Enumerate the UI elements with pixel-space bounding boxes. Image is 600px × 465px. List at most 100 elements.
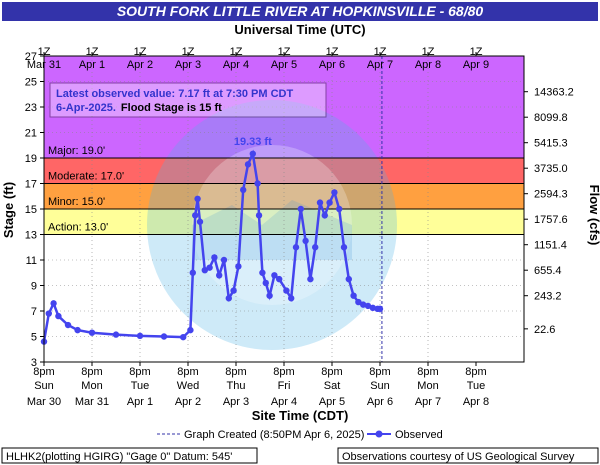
flood-band-labels: Major: 19.0' Moderate: 17.0' Minor: 15.0' A… bbox=[44, 145, 524, 235]
top-tick-zulu: 1Z bbox=[374, 46, 387, 58]
band-label-action: Action: 13.0' bbox=[48, 222, 108, 234]
top-tick-date: Apr 7 bbox=[367, 59, 393, 71]
latest-date: 6-Apr-2025. bbox=[56, 102, 116, 114]
latest-box-frame bbox=[49, 82, 327, 118]
flow-tick-label: 22.6 bbox=[534, 324, 555, 336]
chart-title: SOUTH FORK LITTLE RIVER AT HOPKINSVILLE … bbox=[117, 3, 484, 19]
legend-observed-swatch-dot bbox=[375, 430, 383, 438]
band-action bbox=[44, 209, 524, 235]
observed-point bbox=[297, 205, 304, 213]
x-tick-date: Apr 1 bbox=[127, 396, 153, 408]
observed-point bbox=[350, 292, 357, 299]
y-tick-label: 23 bbox=[25, 102, 37, 114]
x-tick-date: Apr 5 bbox=[319, 396, 345, 408]
x-tick-weekday: Sun bbox=[370, 380, 390, 392]
top-tick-date: Apr 2 bbox=[127, 59, 153, 71]
observed-point bbox=[336, 205, 343, 213]
observed-point bbox=[316, 199, 324, 206]
observed-point bbox=[50, 300, 57, 307]
observed-point bbox=[160, 333, 168, 340]
x-tick-time: 8pm bbox=[321, 366, 342, 378]
left-axis-ticks: 3 5 7 9 11 13 15 17 19 21 23 25 27 bbox=[25, 51, 44, 369]
observed-point bbox=[206, 264, 213, 271]
observed-point bbox=[312, 244, 319, 251]
top-tick-zulu: 1Z bbox=[38, 46, 51, 58]
x-tick-date: Apr 2 bbox=[175, 396, 201, 408]
footer-left-box bbox=[1, 447, 258, 464]
observed-point bbox=[255, 212, 263, 219]
flow-tick-label: 14363.2 bbox=[534, 87, 574, 99]
right-axis-title: Flow (cfs) bbox=[587, 185, 600, 246]
x-tick-time: 8pm bbox=[81, 366, 102, 378]
top-tick-zulu: 1Z bbox=[86, 46, 99, 58]
observed-point bbox=[88, 329, 96, 336]
footer: HLHK2(plotting HGIRG) "Gage 0" Datum: 54… bbox=[1, 447, 599, 464]
observed-point bbox=[331, 189, 338, 196]
observed-point bbox=[244, 161, 252, 168]
legend: Graph Created (8:50PM Apr 6, 2025) Obser… bbox=[157, 429, 443, 441]
observed-point bbox=[189, 269, 196, 276]
observed-point bbox=[64, 321, 72, 329]
top-tick-zulu: 1Z bbox=[470, 46, 483, 58]
x-tick-date: Mar 30 bbox=[27, 396, 61, 408]
x-tick-time: 8pm bbox=[369, 366, 390, 378]
bottom-axis-title: Site Time (CDT) bbox=[252, 408, 349, 423]
observed-point bbox=[262, 279, 269, 287]
x-tick-time: 8pm bbox=[273, 366, 294, 378]
observed-point bbox=[345, 275, 352, 283]
top-tick-date: Apr 6 bbox=[319, 59, 345, 71]
observed-point bbox=[211, 254, 218, 261]
y-tick-label: 5 bbox=[31, 332, 37, 344]
plot-area: Major: 19.0' Moderate: 17.0' Minor: 15.0' A… bbox=[40, 55, 525, 363]
y-tick-label: 7 bbox=[31, 306, 37, 318]
observed-point bbox=[249, 150, 256, 157]
top-tick-date: Apr 8 bbox=[415, 59, 441, 71]
x-tick-date: Apr 7 bbox=[415, 396, 441, 408]
band-label-major: Major: 19.0' bbox=[48, 145, 105, 157]
legend-observed-label: Observed bbox=[395, 429, 443, 441]
x-tick-weekday: Sun bbox=[34, 380, 54, 392]
observed-point bbox=[292, 244, 300, 251]
top-axis-title: Universal Time (UTC) bbox=[234, 22, 365, 37]
observed-point bbox=[180, 333, 187, 341]
right-axis-ticks: 22.6 243.2 655.4 1151.4 1757.6 2594.3 3735.0 54… bbox=[524, 87, 574, 336]
observed-points bbox=[40, 150, 384, 345]
top-tick-date: Apr 1 bbox=[79, 59, 105, 71]
observed-point bbox=[302, 237, 309, 245]
x-tick-time: 8pm bbox=[225, 366, 246, 378]
x-tick-weekday: Mon bbox=[81, 380, 102, 392]
flow-tick-label: 655.4 bbox=[534, 265, 562, 277]
noaa-watermark bbox=[147, 100, 397, 350]
x-tick-date: Apr 6 bbox=[367, 396, 393, 408]
y-tick-label: 13 bbox=[25, 230, 37, 242]
observed-point bbox=[276, 275, 283, 283]
observed-point bbox=[307, 275, 314, 283]
x-tick-weekday: Thu bbox=[227, 380, 246, 392]
legend-created-label: Graph Created (8:50PM Apr 6, 2025) bbox=[184, 429, 364, 441]
observed-point bbox=[376, 305, 384, 313]
bottom-axis-ticks: 8pm Sun Mar 30 8pm Mon Mar 31 8pm Tue Apr 1 8pm We… bbox=[27, 362, 489, 408]
observed-point bbox=[201, 267, 208, 274]
observed-point bbox=[136, 332, 144, 340]
observed-point bbox=[259, 269, 266, 276]
x-tick-weekday: Fri bbox=[278, 380, 291, 392]
latest-line-2: 6-Apr-2025. Flood Stage is 15 ft bbox=[56, 102, 222, 114]
y-tick-label: 21 bbox=[25, 128, 37, 140]
flow-tick-label: 5415.3 bbox=[534, 138, 568, 150]
x-tick-weekday: Mon bbox=[417, 380, 438, 392]
y-tick-label: 3 bbox=[31, 357, 37, 369]
band-label-minor: Minor: 15.0' bbox=[48, 196, 105, 208]
observed-point bbox=[220, 256, 228, 264]
band-label-moderate: Moderate: 17.0' bbox=[48, 171, 124, 183]
observed-point bbox=[74, 326, 81, 334]
x-tick-date: Apr 3 bbox=[223, 396, 249, 408]
top-tick-zulu: 1Z bbox=[182, 46, 195, 58]
observed-point bbox=[216, 272, 223, 279]
top-tick-zulu: 1Z bbox=[422, 46, 435, 58]
watermark-bird-shape bbox=[192, 200, 352, 260]
flow-tick-label: 1151.4 bbox=[534, 240, 567, 252]
top-tick-zulu: 1Z bbox=[134, 46, 147, 58]
flow-tick-label: 2594.3 bbox=[534, 189, 568, 201]
footer-datum: HLHK2(plotting HGIRG) "Gage 0" Datum: 54… bbox=[6, 451, 232, 463]
